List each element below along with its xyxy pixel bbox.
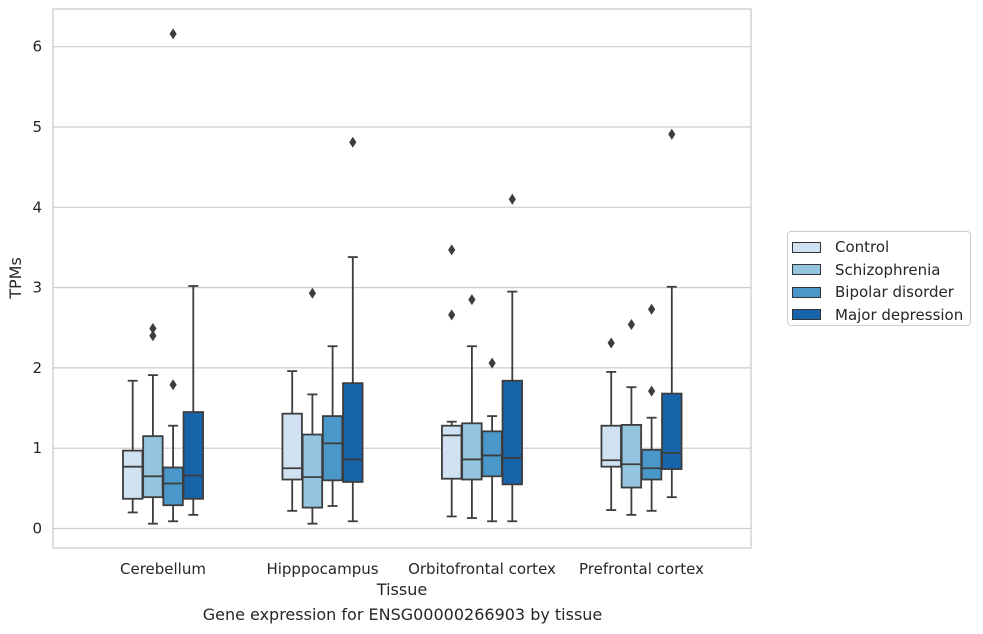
box-iqr [342, 382, 364, 483]
box-bipolar-disorder [321, 345, 344, 507]
outlier-marker [149, 323, 157, 335]
x-axis-label: Tissue [376, 580, 427, 599]
box-iqr [182, 411, 204, 500]
legend-item: Major depression [792, 304, 970, 327]
legend-swatch [792, 241, 821, 253]
outlier-marker [349, 136, 357, 148]
y-tick-label: 2 [32, 359, 42, 377]
box-control [122, 379, 144, 514]
legend-item: Bipolar disorder [792, 281, 970, 304]
outlier-marker [308, 287, 316, 299]
legend-label: Major depression [835, 305, 964, 324]
box-major-depression [661, 128, 683, 499]
legend-label: Bipolar disorder [835, 283, 954, 302]
y-tick-label: 0 [32, 520, 42, 538]
box-bipolar-disorder [162, 28, 184, 523]
box-major-depression [501, 193, 523, 523]
legend-swatch [792, 286, 821, 298]
legend-item: Control [792, 236, 970, 259]
y-tick-label: 5 [32, 118, 42, 136]
outlier-marker [508, 193, 516, 205]
chart-caption: Gene expression for ENSG00000266903 by t… [202, 605, 603, 624]
y-tick-label: 3 [32, 279, 42, 297]
box-control [441, 244, 463, 518]
outlier-marker [448, 244, 456, 256]
gridlines [53, 46, 751, 530]
box-bipolar-disorder [640, 303, 663, 512]
box-bipolar-disorder [481, 357, 503, 523]
box-series [122, 28, 683, 525]
legend-swatch [792, 309, 821, 321]
box-schizophrenia [461, 294, 483, 519]
box-schizophrenia [142, 323, 164, 525]
legend-swatch [792, 264, 821, 276]
legend-label: Control [835, 238, 890, 257]
box-iqr [441, 424, 463, 480]
outlier-marker [169, 379, 177, 391]
outlier-marker [627, 319, 635, 331]
x-tick-label: Hipppocampus [266, 560, 378, 578]
legend-label: Schizophrenia [835, 260, 941, 279]
legend: Control Schizophrenia Bipolar disorder Majo… [787, 231, 971, 326]
x-tick-label: Orbitofrontal cortex [408, 560, 556, 578]
box-iqr [122, 449, 144, 500]
y-axis-label: TPMs [6, 257, 25, 300]
y-tick-label: 1 [32, 439, 42, 457]
box-iqr [640, 448, 663, 481]
box-iqr [481, 430, 503, 478]
box-major-depression [182, 285, 204, 516]
box-iqr [461, 422, 483, 481]
outlier-marker [668, 128, 676, 140]
box-control [281, 370, 303, 512]
box-control [600, 337, 622, 511]
x-tick-labels: Cerebellum Hipppocampus Orbitofrontal cort… [120, 560, 704, 578]
plot-frame [52, 8, 752, 549]
outlier-marker [607, 337, 615, 349]
box-iqr [321, 415, 344, 482]
box-iqr [281, 412, 303, 481]
outlier-marker [149, 330, 157, 342]
outlier-marker [488, 357, 496, 369]
box-iqr [162, 466, 184, 507]
box-iqr [661, 392, 683, 470]
outlier-marker [468, 294, 476, 306]
box-iqr [620, 424, 643, 489]
outlier-marker [169, 28, 177, 40]
box-iqr [501, 379, 523, 486]
outlier-marker [448, 309, 456, 321]
legend-item: Schizophrenia [792, 259, 970, 282]
box-schizophrenia [620, 319, 643, 516]
box-schizophrenia [301, 287, 324, 525]
y-tick-labels: 0 1 2 3 4 5 6 [32, 38, 42, 538]
y-tick-label: 6 [32, 38, 42, 56]
x-tick-label: Cerebellum [120, 560, 206, 578]
outlier-marker [648, 385, 656, 397]
box-iqr [142, 435, 164, 499]
outlier-marker [648, 303, 656, 315]
box-major-depression [342, 136, 364, 523]
box-iqr [301, 433, 324, 509]
x-tick-label: Prefrontal cortex [579, 560, 704, 578]
y-tick-label: 4 [32, 198, 42, 216]
